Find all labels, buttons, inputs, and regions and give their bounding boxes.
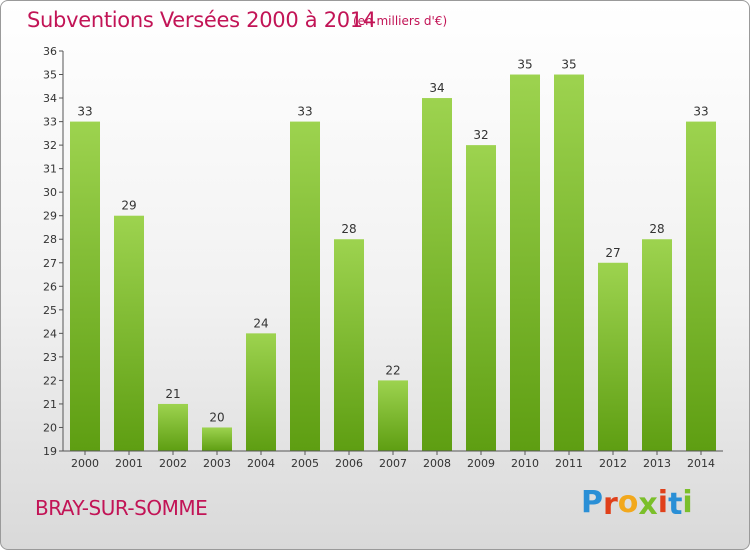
logo-letter: r bbox=[603, 487, 618, 522]
x-tick-label-2009: 2009 bbox=[467, 457, 495, 470]
commune-name: BRAY-SUR-SOMME bbox=[35, 496, 208, 520]
y-tick-label-33: 33 bbox=[43, 116, 57, 129]
data-label-2011: 35 bbox=[561, 58, 576, 72]
x-tick-label-2013: 2013 bbox=[643, 457, 671, 470]
x-tick-label-2004: 2004 bbox=[247, 457, 275, 470]
data-label-2002: 21 bbox=[165, 387, 180, 401]
x-tick-label-2002: 2002 bbox=[159, 457, 187, 470]
logo-letter: i bbox=[657, 485, 669, 520]
x-tick-label-2007: 2007 bbox=[379, 457, 407, 470]
data-label-2013: 28 bbox=[649, 222, 664, 236]
data-label-2005: 33 bbox=[297, 105, 312, 119]
bar-2012 bbox=[598, 262, 628, 451]
data-label-2000: 33 bbox=[77, 105, 92, 119]
y-tick-label-29: 29 bbox=[43, 210, 57, 223]
y-tick-label-36: 36 bbox=[43, 45, 57, 58]
y-tick-label-23: 23 bbox=[43, 351, 57, 364]
x-tick-label-2010: 2010 bbox=[511, 457, 539, 470]
bar-2010 bbox=[510, 74, 540, 451]
bar-2009 bbox=[466, 145, 496, 451]
y-tick-label-30: 30 bbox=[43, 186, 57, 199]
bar-2000 bbox=[70, 121, 100, 452]
y-tick-label-28: 28 bbox=[43, 233, 57, 246]
x-tick-label-2011: 2011 bbox=[555, 457, 583, 470]
data-label-2008: 34 bbox=[429, 81, 444, 95]
data-label-2007: 22 bbox=[385, 363, 400, 377]
bar-2007 bbox=[378, 380, 408, 451]
bar-2014 bbox=[686, 121, 716, 452]
data-label-2003: 20 bbox=[209, 410, 224, 424]
y-tick-label-27: 27 bbox=[43, 257, 57, 270]
data-label-2012: 27 bbox=[605, 246, 620, 260]
x-tick-label-2006: 2006 bbox=[335, 457, 363, 470]
bar-2011 bbox=[554, 74, 584, 451]
bar-2001 bbox=[114, 215, 144, 451]
y-tick-label-35: 35 bbox=[43, 69, 57, 82]
logo-letter: P bbox=[581, 485, 603, 520]
bar-2004 bbox=[246, 333, 276, 451]
y-tick-label-32: 32 bbox=[43, 139, 57, 152]
bars-layer bbox=[70, 74, 716, 452]
labels-layer: 33 2000 29 2001 21 2002 20 2003 24 2004 33 2005 28 20… bbox=[43, 45, 715, 470]
data-label-2014: 33 bbox=[693, 105, 708, 119]
bar-2002 bbox=[158, 403, 188, 451]
data-label-2006: 28 bbox=[341, 222, 356, 236]
x-tick-label-2012: 2012 bbox=[599, 457, 627, 470]
y-tick-label-24: 24 bbox=[43, 327, 57, 340]
logo-letter: i bbox=[682, 485, 693, 520]
y-tick-label-26: 26 bbox=[43, 280, 57, 293]
x-tick-label-2014: 2014 bbox=[687, 457, 715, 470]
y-tick-label-25: 25 bbox=[43, 304, 57, 317]
bar-2006 bbox=[334, 239, 364, 451]
data-label-2001: 29 bbox=[121, 199, 136, 213]
logo-letter: o bbox=[617, 485, 639, 520]
bar-2003 bbox=[202, 427, 232, 451]
proxiti-logo: Proxiti bbox=[581, 485, 693, 522]
bar-2005 bbox=[290, 121, 320, 452]
logo-letter: x bbox=[638, 487, 658, 522]
x-tick-label-2003: 2003 bbox=[203, 457, 231, 470]
y-tick-label-21: 21 bbox=[43, 398, 57, 411]
logo-letter: t bbox=[668, 487, 683, 522]
bar-2013 bbox=[642, 239, 672, 451]
chart-unit: (en milliers d'€) bbox=[353, 14, 448, 28]
bar-2008 bbox=[422, 98, 452, 451]
x-tick-label-2008: 2008 bbox=[423, 457, 451, 470]
y-tick-label-19: 19 bbox=[43, 445, 57, 458]
y-tick-label-34: 34 bbox=[43, 92, 57, 105]
data-label-2004: 24 bbox=[253, 316, 268, 330]
y-tick-label-20: 20 bbox=[43, 421, 57, 434]
data-label-2009: 32 bbox=[473, 128, 488, 142]
x-tick-label-2005: 2005 bbox=[291, 457, 319, 470]
axes-layer bbox=[59, 50, 723, 455]
chart-title: Subventions Versées 2000 à 2014 bbox=[27, 8, 376, 32]
x-tick-label-2000: 2000 bbox=[71, 457, 99, 470]
data-label-2010: 35 bbox=[517, 58, 532, 72]
y-tick-label-22: 22 bbox=[43, 374, 57, 387]
x-tick-label-2001: 2001 bbox=[115, 457, 143, 470]
y-tick-label-31: 31 bbox=[43, 163, 57, 176]
